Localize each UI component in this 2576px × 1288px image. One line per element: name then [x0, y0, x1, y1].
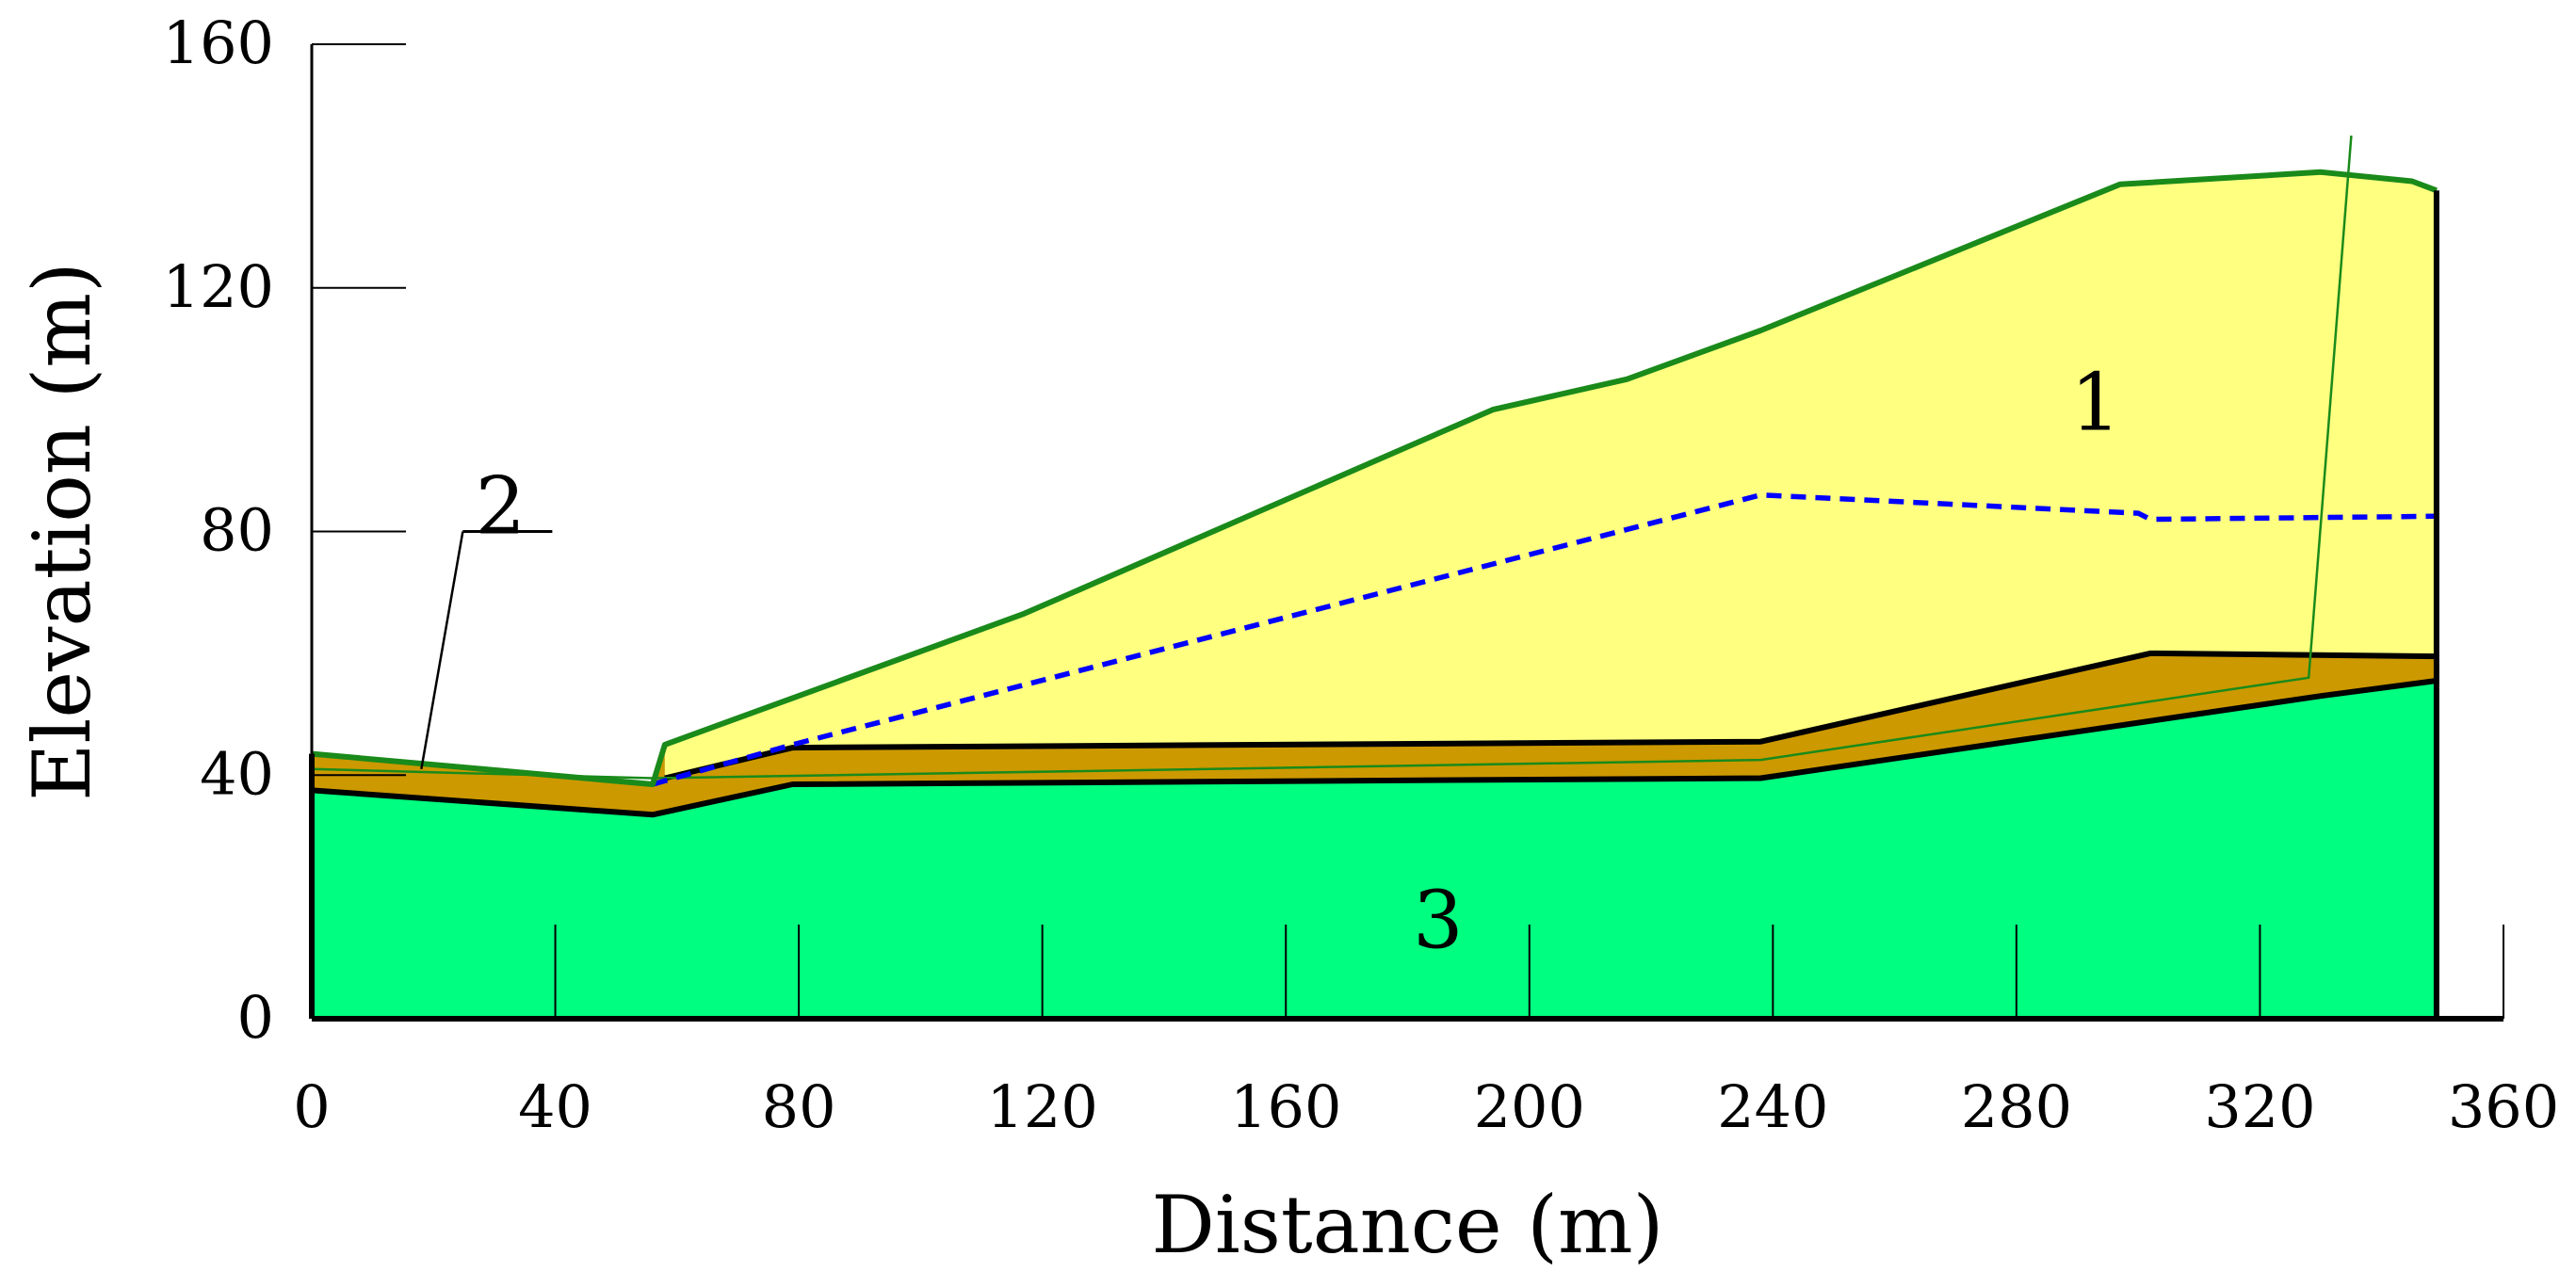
- ground-surface-line: [311, 169, 2438, 787]
- x-axis-title: Distance (m): [1152, 1179, 1664, 1271]
- x-tick-label: 40: [518, 1072, 592, 1141]
- y-tick-label: 160: [163, 8, 274, 77]
- region-label-1: 1: [2070, 357, 2120, 449]
- x-tick-label: 240: [1717, 1072, 1828, 1141]
- x-tick-label: 80: [762, 1072, 836, 1141]
- layer-2-bottom-line: [311, 678, 2438, 818]
- x-tick-label: 160: [1230, 1072, 1341, 1141]
- y-tick-label: 80: [200, 496, 274, 565]
- labels: 1 2 3: [420, 357, 2121, 967]
- region-label-3: 3: [1413, 875, 1463, 967]
- water-table-line: [652, 491, 2437, 787]
- boundary-lines: [309, 135, 2439, 1019]
- x-tick-label: 0: [293, 1072, 330, 1141]
- y-axis-title: Elevation (m): [16, 262, 108, 801]
- soil-layer-3-area: [312, 681, 2437, 1019]
- x-tick-label: 280: [1961, 1072, 2072, 1141]
- region-label-2: 2: [476, 460, 526, 553]
- soil-layer-1-area: [664, 171, 2437, 779]
- x-tick-label: 360: [2448, 1072, 2559, 1141]
- axes: 0 40 80 120 160 0 40 80 120 160 200 240 280 320 360 Dis…: [16, 8, 2559, 1271]
- y-tick-label: 120: [163, 252, 274, 321]
- y-tick-label: 40: [200, 739, 274, 808]
- y-tick-label: 0: [237, 983, 274, 1052]
- x-tick-label: 320: [2204, 1072, 2315, 1141]
- x-tick-label: 200: [1474, 1072, 1585, 1141]
- label-2-leader-line: [420, 531, 464, 769]
- x-tick-label: 120: [986, 1072, 1097, 1141]
